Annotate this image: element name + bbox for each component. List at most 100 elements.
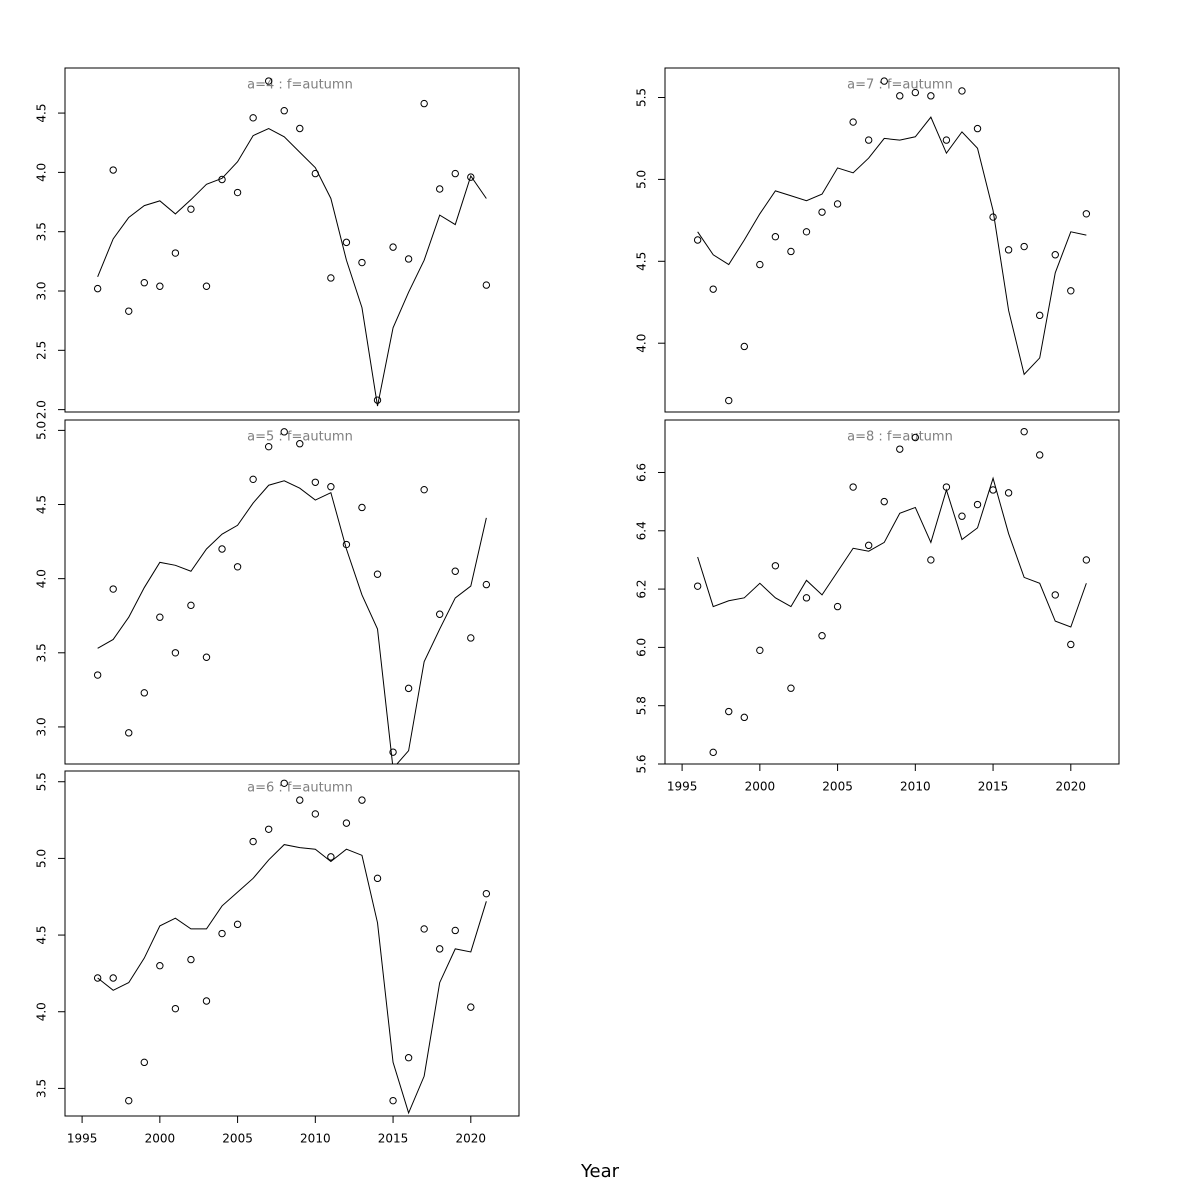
- point: [467, 1003, 475, 1011]
- point: [833, 200, 842, 208]
- point: [140, 279, 148, 287]
- point: [218, 545, 226, 553]
- point: [787, 247, 795, 256]
- y-tick-label: 3.0: [35, 281, 49, 300]
- y-tick-label: 5.5: [35, 772, 49, 791]
- point: [864, 136, 873, 144]
- point: [171, 249, 180, 257]
- x-tick-label: 2000: [745, 780, 776, 794]
- point: [880, 77, 888, 85]
- point: [1036, 311, 1044, 320]
- point: [327, 483, 335, 491]
- y-tick-label: 6.0: [635, 638, 649, 657]
- point: [693, 236, 702, 244]
- panel-title: a=4 : f=autumn: [247, 78, 353, 93]
- point: [973, 124, 982, 133]
- y-tick-label: 3.5: [35, 643, 49, 662]
- point: [725, 396, 733, 405]
- point: [451, 169, 459, 178]
- point: [93, 974, 102, 982]
- panel-title: a=7 : f=autumn: [847, 78, 953, 93]
- point: [125, 307, 133, 315]
- point: [280, 779, 288, 787]
- point: [833, 602, 842, 611]
- y-tick-label: 3.0: [35, 717, 49, 736]
- point: [436, 945, 444, 953]
- point: [327, 274, 335, 282]
- point: [109, 166, 117, 174]
- x-tick-label: 2015: [378, 1132, 409, 1146]
- x-axis-label: Year: [580, 1161, 620, 1182]
- point: [373, 570, 382, 578]
- point: [373, 396, 382, 404]
- point: [187, 205, 195, 213]
- point: [740, 342, 748, 351]
- point: [1004, 489, 1013, 497]
- point: [420, 99, 428, 108]
- point: [1020, 427, 1028, 436]
- point: [404, 1054, 413, 1062]
- plot-area: [693, 427, 1091, 757]
- x-tick-label: 2010: [300, 1132, 331, 1146]
- point: [202, 997, 211, 1005]
- x-tick-label: 2000: [145, 1132, 176, 1146]
- point: [1051, 591, 1059, 599]
- point: [436, 185, 444, 193]
- point: [849, 118, 857, 126]
- point: [249, 475, 257, 484]
- y-tick-label: 4.0: [35, 163, 49, 182]
- point: [264, 442, 273, 451]
- point: [482, 580, 491, 589]
- point: [482, 889, 491, 898]
- y-tick-label: 2.0: [35, 400, 49, 419]
- point: [389, 1096, 397, 1105]
- point: [233, 188, 242, 197]
- point: [1082, 210, 1091, 218]
- point: [1004, 246, 1013, 254]
- point: [927, 92, 935, 100]
- point: [249, 837, 257, 846]
- point: [802, 228, 811, 236]
- y-tick-label: 4.5: [635, 252, 649, 271]
- point: [911, 88, 920, 97]
- point: [1051, 251, 1059, 259]
- panel-title: a=8 : f=autumn: [847, 430, 953, 445]
- panel-title: a=6 : f=autumn: [247, 781, 353, 796]
- point: [389, 243, 397, 251]
- point: [109, 974, 117, 982]
- plot-area: [93, 428, 491, 764]
- point: [802, 594, 811, 602]
- point: [467, 173, 475, 181]
- point: [389, 748, 397, 756]
- y-tick-label: 4.0: [35, 569, 49, 588]
- y-tick-label: 3.5: [35, 1079, 49, 1098]
- point: [233, 563, 242, 571]
- point: [771, 562, 780, 570]
- y-tick-label: 4.5: [35, 926, 49, 945]
- point: [787, 684, 795, 692]
- y-tick-label: 5.6: [635, 754, 649, 773]
- point: [296, 124, 304, 133]
- point: [1082, 556, 1091, 564]
- point: [311, 810, 320, 818]
- point: [880, 497, 888, 506]
- point: [296, 796, 304, 804]
- point: [849, 483, 857, 491]
- point: [482, 281, 491, 289]
- x-tick-label: 2005: [222, 1132, 253, 1146]
- x-tick-label: 1995: [67, 1132, 98, 1146]
- y-tick-label: 5.0: [635, 170, 649, 189]
- point: [467, 634, 475, 642]
- y-tick-label: 4.0: [35, 1002, 49, 1021]
- point: [93, 284, 102, 293]
- plot-area: [93, 77, 491, 407]
- point: [896, 92, 904, 100]
- plot-area: [693, 77, 1091, 405]
- point: [725, 707, 733, 716]
- panel-frame: [664, 67, 1120, 413]
- point: [327, 853, 335, 861]
- point: [156, 962, 164, 970]
- point: [958, 87, 966, 95]
- point: [187, 601, 195, 610]
